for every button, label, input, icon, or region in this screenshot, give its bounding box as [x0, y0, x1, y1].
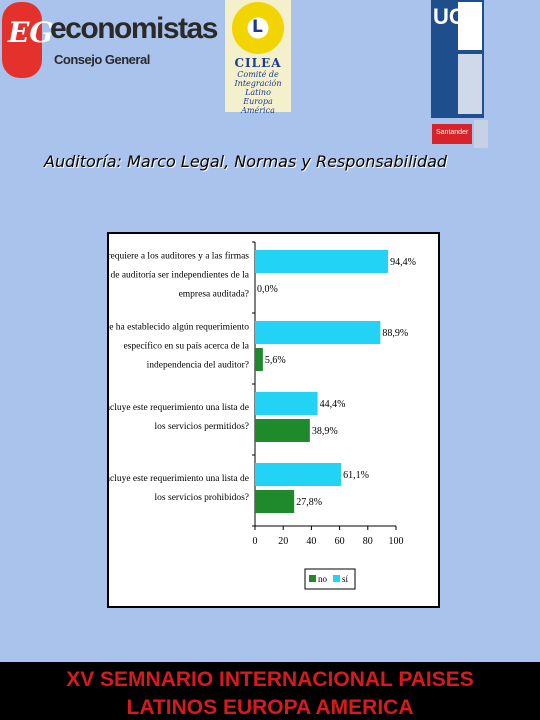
value-label-no: 5,6%	[265, 355, 286, 366]
bar-si	[255, 321, 381, 344]
value-label-si: 44,4%	[320, 399, 346, 410]
santander-logo: Santander	[432, 124, 472, 144]
cilea-emblem-icon: L	[232, 2, 284, 54]
bar-si	[255, 250, 389, 273]
eg-badge-icon: EG	[2, 2, 53, 78]
bar-no	[255, 419, 310, 442]
legend-label: no	[318, 574, 328, 584]
legend-swatch-no	[309, 575, 316, 582]
category-label: de auditoría ser independientes de la	[111, 271, 250, 281]
cilea-logo: L CILEA Comité de Integración Latino Eur…	[225, 0, 291, 115]
category-label: ¿Se requiere a los auditores y a las fir…	[109, 251, 249, 262]
x-tick-label: 60	[335, 536, 345, 547]
bar-no	[255, 490, 295, 513]
value-label-si: 94,4%	[390, 257, 416, 268]
chart-frame: 94,4% 0,0% ¿Se requiere a los auditores y …	[107, 232, 440, 608]
footer-banner: XV SEMNARIO INTERNACIONAL PAISES LATINOS…	[0, 662, 540, 720]
iso-badge-icon	[474, 120, 488, 148]
cilea-description: Comité de Integración Latino Europa Amér…	[234, 70, 282, 115]
bar-no	[255, 348, 263, 371]
category-label: independencia del auditor?	[147, 361, 249, 371]
value-label-no: 27,8%	[296, 497, 322, 508]
bar-si	[255, 463, 342, 486]
economistas-logo: EG economistas Consejo General	[2, 2, 218, 80]
value-label-si: 61,1%	[343, 470, 369, 481]
value-label-no: 0,0%	[257, 284, 278, 295]
footer-line-2: LATINOS EUROPA AMERICA	[126, 696, 414, 719]
value-label-no: 38,9%	[312, 426, 338, 437]
legend-swatch-si	[333, 575, 340, 582]
x-tick-label: 100	[389, 536, 404, 547]
footer-line-1: XV SEMNARIO INTERNACIONAL PAISES	[66, 668, 474, 691]
x-tick-label: 80	[363, 536, 373, 547]
x-tick-label: 40	[306, 536, 316, 547]
bar-chart: 94,4% 0,0% ¿Se requiere a los auditores y …	[109, 241, 416, 590]
uc-university-logo: UC	[431, 0, 484, 118]
category-label: ¿Incluye este requerimiento una lista de	[109, 403, 249, 413]
cilea-name: CILEA	[234, 56, 282, 70]
legend-label: sí	[342, 574, 349, 584]
uc-wordmark-icon	[458, 54, 482, 114]
slide-title: Auditoría: Marco Legal, Normas y Respons…	[44, 152, 448, 171]
category-label: empresa auditada?	[179, 290, 249, 300]
category-label: los servicios permitidos?	[155, 422, 249, 432]
category-label: ¿Incluye este requerimiento una lista de	[109, 474, 249, 484]
bar-si	[255, 392, 318, 415]
legend-box	[304, 568, 356, 590]
value-label-si: 88,9%	[382, 328, 408, 339]
category-label: específico en su país acerca de la	[123, 341, 249, 352]
x-tick-label: 20	[278, 536, 288, 547]
uc-emblem-icon	[458, 2, 482, 50]
category-label: los servicios prohibidos?	[155, 493, 249, 503]
x-tick-label: 0	[253, 536, 258, 547]
economistas-wordmark: economistas	[50, 12, 218, 45]
category-label: ¿Se ha establecido algún requerimiento	[109, 323, 249, 333]
consejo-general-text: Consejo General	[54, 52, 150, 67]
